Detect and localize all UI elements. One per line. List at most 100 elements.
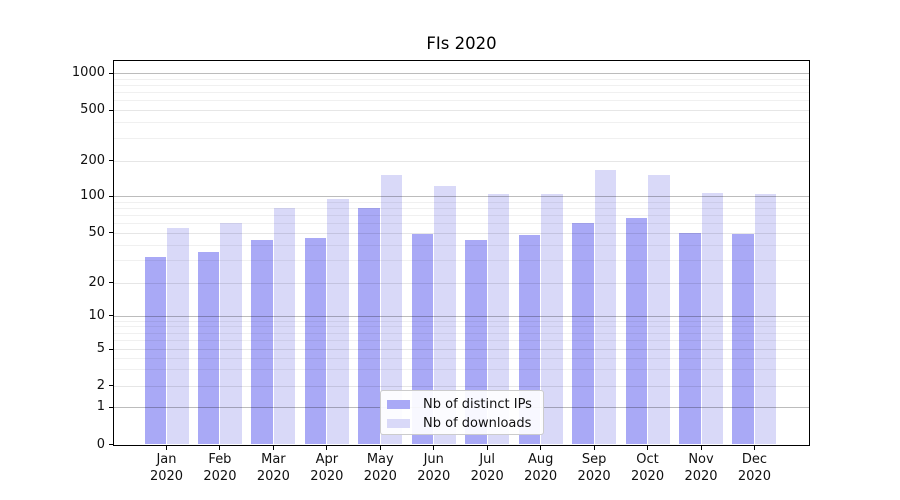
x-tick-mark — [647, 445, 649, 450]
bar-downloads-apr — [327, 198, 349, 445]
bar-downloads-sep — [594, 169, 617, 445]
x-tick-mark — [700, 445, 702, 450]
y-tick-label: 50 — [88, 224, 105, 240]
gridline-minor — [114, 92, 809, 94]
bar-distinct-ips-sep — [572, 223, 594, 445]
bar-distinct-ips-nov — [679, 232, 701, 445]
gridline-tick — [114, 385, 809, 387]
x-tick-mark — [166, 445, 167, 450]
bar-distinct-ips-feb — [197, 252, 220, 445]
gridline-minor — [114, 357, 809, 359]
x-tick-mark — [219, 445, 221, 450]
bar-distinct-ips-oct — [625, 218, 648, 445]
x-tick-mark — [433, 445, 435, 450]
y-tick-label: 10 — [88, 307, 105, 323]
gridline-minor — [114, 78, 809, 80]
gridline-major — [114, 315, 809, 317]
bar-downloads-jun — [434, 185, 456, 445]
y-tick-mark — [108, 385, 113, 387]
bar-downloads-feb — [220, 223, 242, 445]
bar-downloads-aug — [541, 194, 563, 445]
gridline-minor — [114, 201, 809, 203]
bar-downloads-jan — [167, 227, 189, 445]
x-tick-label: Mar 2020 — [256, 452, 290, 484]
gridline-tick — [114, 349, 809, 350]
legend-label: Nb of downloads — [423, 416, 532, 431]
y-tick-label: 5 — [96, 341, 105, 356]
y-tick-mark — [108, 195, 113, 197]
x-tick-label: Aug 2020 — [524, 452, 558, 484]
legend-row: Nb of downloads — [381, 414, 543, 433]
y-tick-label: 20 — [88, 274, 105, 290]
y-tick-mark — [108, 444, 113, 445]
y-tick-label: 1000 — [71, 65, 105, 81]
gridline-tick — [114, 160, 809, 162]
gridline-minor — [114, 214, 809, 216]
x-tick-mark — [593, 445, 595, 450]
gridline-major — [114, 73, 809, 75]
x-tick-label: Nov 2020 — [684, 452, 718, 484]
x-tick-label: Jul 2020 — [470, 452, 504, 484]
bar-distinct-ips-dec — [732, 233, 754, 445]
x-tick-label: Apr 2020 — [310, 452, 344, 484]
y-tick-mark — [108, 282, 113, 283]
gridline-minor — [114, 138, 809, 140]
bar-downloads-nov — [701, 193, 723, 445]
gridline-major — [114, 196, 809, 197]
bar-downloads-may — [380, 174, 403, 445]
legend-swatch-downloads — [387, 418, 410, 429]
bar-distinct-ips-may — [358, 207, 380, 445]
y-tick-mark — [108, 315, 113, 317]
legend: Nb of distinct IPs Nb of downloads — [380, 390, 544, 435]
plot-area — [113, 60, 810, 446]
gridline-minor — [114, 320, 809, 322]
y-tick-mark — [108, 232, 113, 234]
bar-downloads-dec — [754, 194, 777, 445]
y-tick-label: 1 — [96, 399, 105, 414]
y-tick-mark — [108, 348, 113, 350]
gridline-minor — [114, 207, 809, 209]
x-tick-mark — [540, 445, 542, 450]
x-tick-label: May 2020 — [363, 452, 397, 484]
y-tick-label: 500 — [80, 102, 105, 117]
x-tick-label: Oct 2020 — [631, 452, 665, 484]
x-tick-mark — [486, 445, 488, 450]
bar-distinct-ips-apr — [304, 238, 327, 445]
x-tick-label: Feb 2020 — [203, 452, 237, 484]
x-tick-label: Dec 2020 — [737, 452, 771, 484]
gridline-minor — [114, 122, 809, 124]
legend-label: Nb of distinct IPs — [423, 397, 532, 412]
x-tick-mark — [272, 445, 274, 450]
gridline-minor — [114, 100, 809, 102]
y-tick-mark — [108, 109, 113, 111]
bar-distinct-ips-mar — [251, 239, 273, 445]
gridline-minor — [114, 85, 809, 87]
legend-row: Nb of distinct IPs — [381, 395, 543, 414]
gridline-minor — [114, 369, 809, 371]
bar-downloads-jul — [487, 194, 510, 445]
y-tick-mark — [108, 72, 113, 74]
chart-title: FIs 2020 — [426, 34, 497, 53]
gridline-minor — [114, 326, 809, 328]
y-tick-label: 200 — [80, 152, 105, 168]
gridline-minor — [114, 332, 809, 334]
x-tick-mark — [326, 445, 328, 450]
gridline-minor — [114, 340, 809, 342]
y-tick-label: 0 — [96, 436, 105, 452]
x-tick-label: Jun 2020 — [417, 452, 451, 484]
y-tick-label: 100 — [80, 188, 105, 203]
bar-distinct-ips-jan — [144, 256, 166, 445]
gridline-minor — [114, 260, 809, 262]
x-tick-mark — [753, 445, 755, 450]
gridline-tick — [114, 232, 809, 234]
bar-downloads-oct — [648, 174, 670, 445]
x-tick-label: Jan 2020 — [149, 452, 184, 484]
gridline-tick — [114, 110, 809, 111]
legend-swatch-distinct-ips — [387, 399, 410, 410]
x-tick-label: Sep 2020 — [577, 452, 611, 484]
bar-downloads-mar — [273, 207, 296, 445]
y-tick-label: 2 — [96, 377, 105, 393]
gridline-tick — [114, 282, 809, 284]
y-tick-mark — [108, 406, 113, 408]
